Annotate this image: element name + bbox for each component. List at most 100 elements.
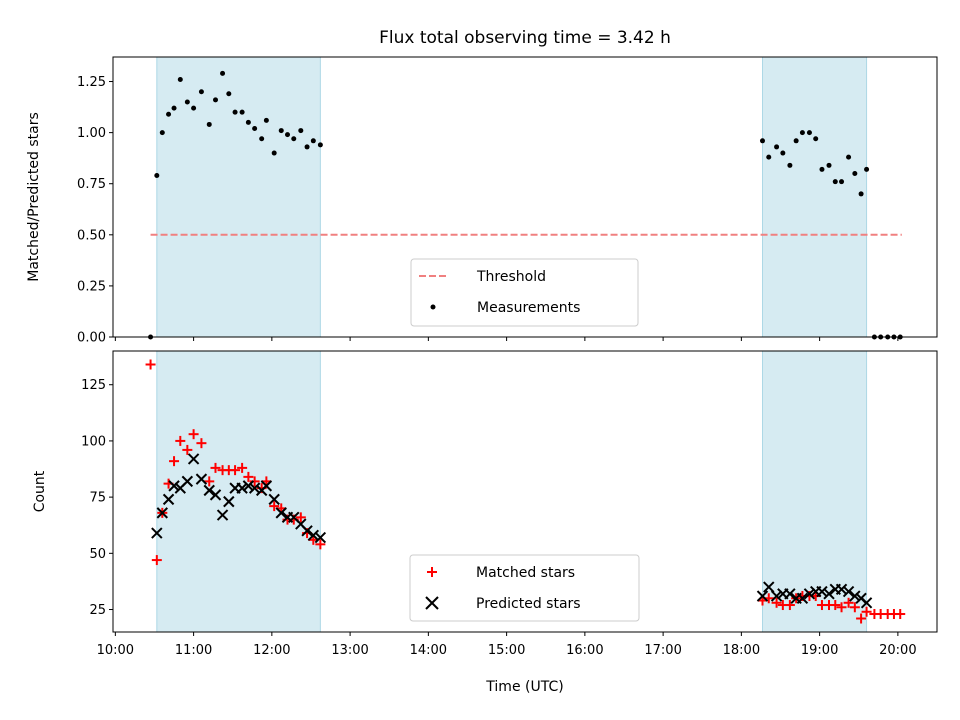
top-y-tick-label-3: 0.75 [77,177,106,192]
bottom-y-tick-label-3: 100 [81,434,106,449]
matched-star-point [784,600,795,611]
matched-star-point [210,462,221,473]
measurement-point [310,138,316,144]
bottom-axes-frame [112,350,938,633]
measurement-point [239,109,245,115]
bottom-plot-series [145,359,906,624]
cross-stroke [823,588,835,600]
predicted-star-point [181,475,194,488]
measurement-point [220,70,226,76]
matched-star-point [836,602,847,613]
measurement-point [291,136,297,142]
matched-star-point [856,613,867,624]
cross-stroke [803,588,816,600]
x-tick-label-10: 20:00 [879,643,916,658]
bottom-legend-label-1: Predicted stars [476,596,581,612]
measurement-point [858,191,864,197]
x-tick-label-1: 11:00 [175,643,212,658]
x-tick-label-3: 13:00 [331,643,368,658]
predicted-star-point [763,581,775,593]
top-y-tick-label-4: 1.00 [77,126,106,141]
cross-stroke [242,480,255,492]
matched-star-point [861,606,872,617]
x-tick-label-9: 19:00 [801,643,838,658]
predicted-star-point [756,590,769,602]
measurement-point [298,128,304,134]
matched-star-point [315,539,326,550]
x-tick-label-4: 14:00 [410,643,447,658]
measurement-point [317,142,323,148]
bottom-y-axis-ticks: 25 50 75 100 125 [81,378,113,618]
bottom-legend-predicted-swatch [425,596,439,610]
cross-stroke [268,493,280,506]
top-window-0 [156,57,321,337]
matched-star-point [188,429,199,440]
predicted-star-point [216,509,229,521]
measurement-point [813,136,819,142]
cross-stroke [248,482,261,494]
measurement-point [226,91,232,97]
matched-star-point [175,435,186,446]
top-legend-box [410,258,639,327]
measurement-point [198,89,204,95]
ratio-panel: Flux total observing time = 3.42 h 0.000… [26,28,938,346]
measurement-point [191,105,197,111]
predicted-star-point [816,585,828,598]
cross-stroke [195,473,208,485]
x-tick-label-2: 12:00 [253,643,290,658]
measurement-point [285,132,291,138]
matched-star-point [249,476,260,487]
top-y-axis-ticks: 0.00 0.25 0.50 0.75 1.00 1.25 [77,75,113,346]
cross-stroke [216,509,229,521]
cross-stroke [314,531,327,544]
cross-stroke [307,529,320,542]
measurement-point [766,154,772,160]
measurement-point [252,126,258,132]
matched-star-point [895,609,906,620]
cross-stroke [835,583,848,595]
cross-stroke [860,597,873,609]
measurement-point [846,154,852,160]
matched-star-point [269,501,280,512]
cross-stroke [168,480,180,492]
matched-star-point [145,359,156,370]
top-y-tick-label-5: 1.25 [77,75,106,90]
matched-star-point [230,465,241,476]
cross-stroke [151,527,163,539]
cross-stroke [236,482,248,494]
cross-stroke [288,511,300,524]
top-legend-label-0: Threshold [476,269,546,285]
top-y-axis-label: Matched/Predicted stars [26,112,42,282]
measurement-point [154,173,160,179]
measurement-point [159,130,165,136]
predicted-star-point [307,529,320,542]
x-tick-label-7: 17:00 [644,643,681,658]
top-y-tick-label-0: 0.00 [77,331,106,346]
measurement-point [259,136,265,142]
predicted-star-point [156,507,169,519]
measurement-point [206,121,212,127]
predicted-star-point [162,493,175,506]
predicted-star-point [187,453,200,465]
x-tick-label-6: 16:00 [566,643,603,658]
matched-star-point [204,476,215,487]
top-observing-windows [156,57,868,337]
matched-star-point [243,471,254,482]
bottom-legend: Matched stars Predicted stars [409,554,640,622]
cross-stroke [209,489,222,501]
measurement-point [774,144,780,150]
bottom-y-axis-label: Count [32,470,48,512]
measurement-point [799,130,805,136]
measurement-point [832,179,838,185]
top-legend-label-1: Measurements [477,300,580,316]
measurement-point [166,111,172,117]
cross-stroke [849,590,861,602]
measurement-point [263,117,269,123]
cross-stroke [260,480,273,492]
predicted-star-point [835,583,848,595]
cross-stroke [796,592,809,604]
predicted-star-point [203,484,215,497]
predicted-star-point [860,597,873,609]
cross-stroke [784,588,796,600]
